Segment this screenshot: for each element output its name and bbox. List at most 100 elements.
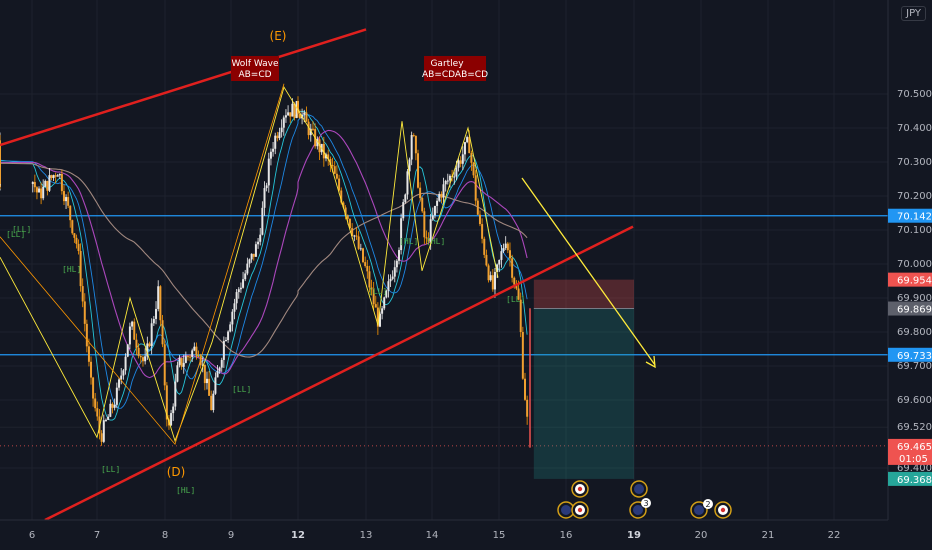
candle-body [423,211,426,238]
candle-body [81,286,84,302]
candle-body [0,166,1,184]
event-count: 3 [643,499,648,508]
candle-body [438,193,441,201]
candle-body [307,121,310,136]
pivot-label: [LL] [506,295,525,304]
candle-body [362,248,365,263]
price-tick-label: 69.800 [897,327,932,338]
candle-body [227,331,230,341]
candle-body [0,185,1,187]
candle-body [210,395,213,411]
candle-body [180,358,183,367]
time-tick-label: 22 [828,530,841,541]
candle-body [85,323,88,347]
candle-body [235,292,238,304]
candle-body [128,326,131,345]
candle-body [483,238,486,255]
candle-body [115,387,118,405]
candle-body [38,188,41,193]
candle-body [500,251,503,260]
candle-body [272,148,275,152]
candle-body [466,137,469,143]
candle-body [229,324,232,332]
candle-body [276,135,279,139]
candle-body [398,250,400,261]
currency-button[interactable]: JPY [901,6,926,21]
candle-body [383,297,386,309]
candle-body [146,343,149,357]
candle-body [242,279,245,288]
time-axis-bg [0,520,932,550]
time-tick-label: 16 [560,530,573,541]
event-flag-dot [720,507,726,513]
candle-body [410,135,413,160]
candle-body [56,175,59,177]
candle-body [54,175,57,177]
candle-body [157,286,160,309]
event-count: 2 [705,500,710,509]
candle-body [94,398,97,409]
candle-body [357,236,360,249]
candle-body [131,321,134,327]
time-tick-label: 19 [627,530,641,541]
candle-body [250,253,253,260]
candle-body [148,343,151,347]
price-tag [888,272,932,287]
candle-body [476,200,479,215]
candle-body [120,375,123,380]
candle-body [98,416,101,434]
candle-body [463,142,466,155]
candle-body [259,234,262,242]
candle-body [239,287,242,290]
candle-body [489,275,492,281]
candle-body [244,273,247,280]
candle-body [485,254,488,266]
candle-body [421,198,424,212]
candle-body [33,182,36,188]
candle-body [0,149,1,168]
candle-body [69,205,72,221]
candle-body [205,378,208,384]
candle-body [333,166,336,174]
candle-body [35,187,38,193]
candle-body [303,112,306,115]
candle-body [335,173,338,179]
candle-body [280,127,283,133]
candles [0,96,531,448]
candle-body [291,103,294,117]
candle-body [353,235,356,237]
candle-body [152,318,155,324]
candle-body [67,197,70,206]
event-flag-dot [577,507,583,513]
candle-body [208,378,211,396]
candle-body [216,371,219,378]
moving-average-line [0,113,528,409]
upper-trend-line [0,28,367,147]
candle-body [436,200,439,206]
candle-body [496,264,499,273]
candle-body [172,406,175,414]
candle-body [444,180,447,185]
candle-body [346,215,349,219]
candle-body [203,364,206,384]
candle-body [265,185,268,189]
candle-body [65,197,68,202]
candle-body [40,188,43,199]
wolfwave-sub: AB=CD [238,70,271,80]
candle-body [178,358,181,366]
candle-body [305,112,308,122]
candle-body [472,162,475,176]
candle-body [348,218,351,229]
price-tick-label: 70.400 [897,123,932,134]
candle-body [287,112,290,116]
candle-body [515,284,518,289]
candle-body [222,340,225,360]
candle-body [400,218,403,251]
moving-average-line [0,162,528,358]
candle-body [402,202,405,219]
stop-zone [533,279,634,309]
event-flag-icon [694,505,704,515]
price-tick-label: 70.300 [897,157,932,168]
